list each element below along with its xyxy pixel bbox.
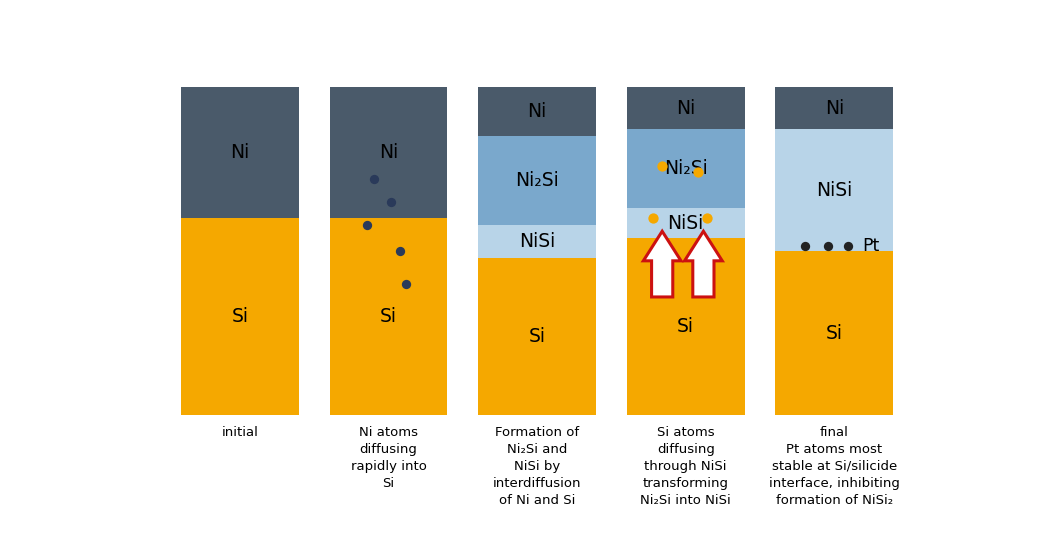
Bar <box>776 130 893 251</box>
Bar <box>181 86 299 218</box>
Text: Ni: Ni <box>825 98 844 118</box>
Text: Ni: Ni <box>676 98 696 118</box>
Point <box>358 220 375 229</box>
Text: Si atoms
diffusing
through NiSi
transforming
Ni₂Si into NiSi: Si atoms diffusing through NiSi transfor… <box>640 426 732 507</box>
Point <box>654 161 671 170</box>
Text: Si: Si <box>528 327 546 346</box>
Text: Ni: Ni <box>527 102 547 121</box>
Text: NiSi: NiSi <box>519 231 555 251</box>
Point <box>690 168 706 177</box>
FancyArrow shape <box>684 231 722 297</box>
Text: Si: Si <box>380 307 397 326</box>
Bar <box>181 218 299 415</box>
Text: Pt: Pt <box>863 237 880 255</box>
FancyArrow shape <box>643 231 681 297</box>
Text: Si: Si <box>677 317 694 336</box>
Point <box>366 174 383 183</box>
Text: NiSi: NiSi <box>816 181 852 200</box>
Point <box>796 242 813 251</box>
Point <box>840 242 857 251</box>
Bar <box>627 130 745 208</box>
Text: Ni₂Si: Ni₂Si <box>663 159 707 178</box>
Text: Ni₂Si: Ni₂Si <box>516 171 559 190</box>
Bar <box>478 258 596 415</box>
Bar <box>478 225 596 258</box>
Bar <box>627 208 745 238</box>
Text: Formation of
Ni₂Si and
NiSi by
interdiffusion
of Ni and Si: Formation of Ni₂Si and NiSi by interdiff… <box>493 426 582 507</box>
Bar <box>776 87 893 130</box>
Bar <box>329 218 447 415</box>
Text: Ni atoms
diffusing
rapidly into
Si: Ni atoms diffusing rapidly into Si <box>350 426 427 490</box>
Bar <box>627 87 745 130</box>
Text: Si: Si <box>826 324 843 342</box>
Text: Si: Si <box>232 307 248 326</box>
Point <box>383 197 399 206</box>
Point <box>392 247 409 255</box>
Point <box>398 280 415 288</box>
Point <box>699 214 716 223</box>
Point <box>645 214 661 223</box>
Bar <box>478 86 596 136</box>
Text: NiSi: NiSi <box>668 213 704 232</box>
Text: Ni: Ni <box>378 143 398 162</box>
Text: Ni: Ni <box>231 143 249 162</box>
Text: initial: initial <box>221 426 258 439</box>
Text: final
Pt atoms most
stable at Si/silicide
interface, inhibiting
formation of NiS: final Pt atoms most stable at Si/silicid… <box>769 426 900 507</box>
Point <box>821 242 837 251</box>
Bar <box>478 136 596 225</box>
Bar <box>627 238 745 415</box>
Bar <box>329 86 447 218</box>
Bar <box>776 251 893 415</box>
